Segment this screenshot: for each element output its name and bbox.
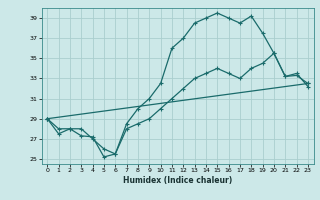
X-axis label: Humidex (Indice chaleur): Humidex (Indice chaleur) bbox=[123, 176, 232, 185]
